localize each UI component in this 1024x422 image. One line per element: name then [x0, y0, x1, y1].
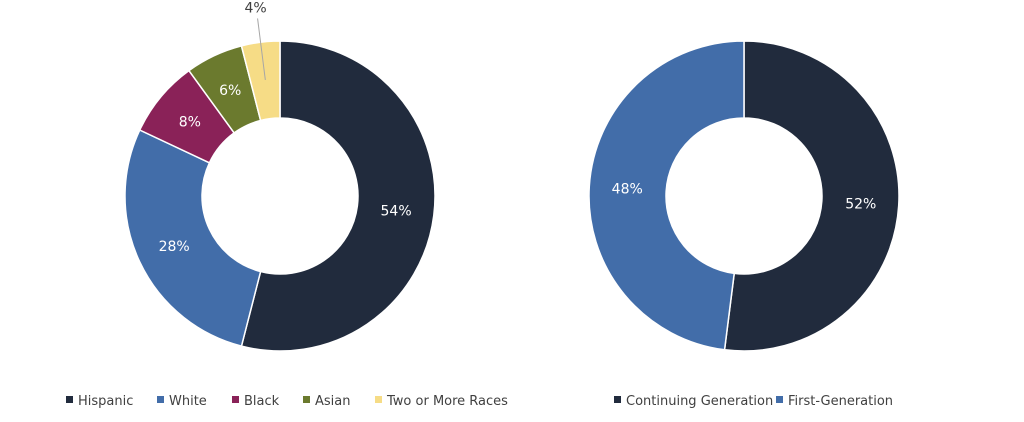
legend-label-black: Black [244, 394, 280, 409]
legend-label-asian: Asian [315, 394, 350, 409]
leader-line-two-or-more-races [257, 18, 266, 80]
legend-item-asian: Asian [303, 394, 350, 409]
legend-swatch-black [232, 396, 239, 403]
legend-swatch-asian [303, 396, 310, 403]
legend-swatch-two-or-more-races [375, 396, 382, 403]
legend-item-continuing-generation: Continuing Generation [614, 394, 773, 409]
data-label-white: 28% [159, 239, 190, 255]
data-label-first-generation: 48% [612, 182, 643, 198]
legend-swatch-continuing-generation [614, 396, 621, 403]
legend-label-hispanic: Hispanic [78, 394, 133, 409]
legend-label-continuing-generation: Continuing Generation [626, 394, 773, 409]
slice-continuing-generation [723, 40, 900, 352]
data-label-asian: 6% [219, 83, 241, 99]
slice-hispanic [240, 40, 436, 352]
legend-item-white: White [157, 394, 207, 409]
legend-item-two-or-more-races: Two or More Races [375, 394, 508, 409]
legend-label-first-generation: First-Generation [788, 394, 893, 409]
generation-status-legend: Continuing Generation First-Generation [614, 394, 893, 409]
race-ethnicity-legend: Hispanic White Black Asian Two or More Races [66, 394, 508, 409]
data-label-black: 8% [179, 114, 201, 130]
data-label-continuing-generation: 52% [845, 196, 876, 212]
generation-status-donut-chart: 52% 48% [588, 40, 900, 352]
legend-item-first-generation: First-Generation [776, 394, 893, 409]
race-ethnicity-donut-chart: 54% 28% 8% 6% 4% [124, 0, 436, 352]
data-label-hispanic: 54% [381, 204, 412, 220]
slice-two-or-more-races [240, 40, 281, 122]
legend-swatch-white [157, 396, 164, 403]
data-label-two-or-more-races: 4% [244, 0, 266, 16]
legend-swatch-hispanic [66, 396, 73, 403]
legend-label-two-or-more-races: Two or More Races [386, 394, 508, 409]
slice-first-generation [588, 40, 745, 351]
legend-label-white: White [169, 394, 207, 409]
legend-item-black: Black [232, 394, 280, 409]
legend-swatch-first-generation [776, 396, 783, 403]
legend-item-hispanic: Hispanic [66, 394, 133, 409]
slice-white [124, 129, 262, 348]
